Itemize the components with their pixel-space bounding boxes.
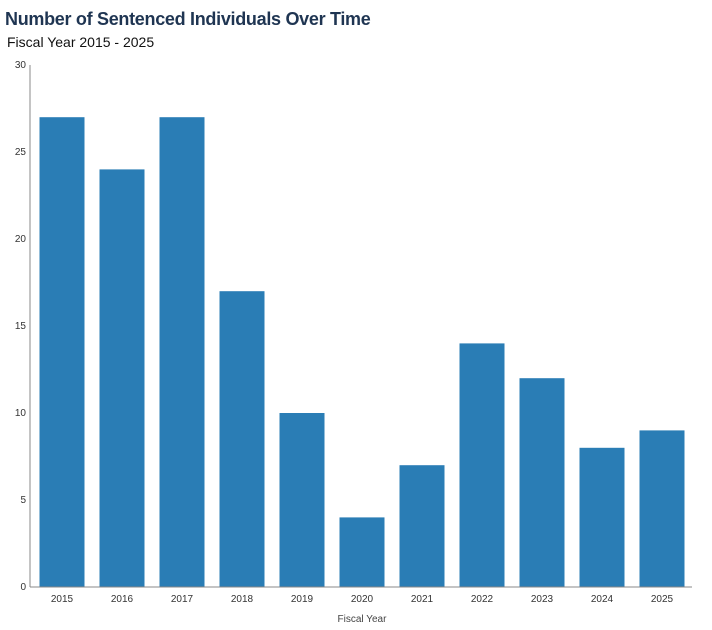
x-tick-label-2020: 2020	[351, 594, 374, 605]
chart-title: Number of Sentenced Individuals Over Tim…	[5, 9, 371, 29]
y-tick-label: 0	[20, 582, 26, 593]
y-tick-label: 30	[15, 60, 27, 71]
y-axis-ticks: 0 5 10 15 20 25 30	[15, 60, 27, 593]
x-tick-label-2016: 2016	[111, 594, 134, 605]
x-tick-label-2023: 2023	[531, 594, 554, 605]
bar-2021[interactable]	[399, 465, 445, 587]
bar-2016[interactable]	[99, 169, 145, 587]
y-tick-label: 25	[15, 147, 27, 158]
bar-2023[interactable]	[519, 378, 565, 587]
x-tick-label-2019: 2019	[291, 594, 314, 605]
y-tick-label: 10	[15, 408, 27, 419]
y-tick-label: 15	[15, 321, 27, 332]
bar-2024[interactable]	[579, 447, 625, 587]
x-tick-label-2017: 2017	[171, 594, 194, 605]
bar-2019[interactable]	[279, 413, 325, 587]
bar-2025[interactable]	[639, 430, 685, 587]
x-tick-label-2018: 2018	[231, 594, 254, 605]
x-axis-title: Fiscal Year	[338, 614, 388, 625]
y-tick-label: 20	[15, 234, 27, 245]
x-tick-label-2015: 2015	[51, 594, 74, 605]
bar-2020[interactable]	[339, 517, 385, 587]
x-tick-label-2022: 2022	[471, 594, 494, 605]
y-tick-label: 5	[20, 495, 26, 506]
x-tick-label-2024: 2024	[591, 594, 614, 605]
bar-2017[interactable]	[159, 117, 205, 587]
bar-2015[interactable]	[39, 117, 85, 587]
chart-subtitle: Fiscal Year 2015 - 2025	[7, 34, 155, 50]
x-tick-label-2021: 2021	[411, 594, 434, 605]
bar-2018[interactable]	[219, 291, 265, 587]
x-axis-ticks: 2015 2016 2017 2018 2019 2020 2021 2022 2023 2024…	[51, 594, 674, 605]
bar-2022[interactable]	[459, 343, 505, 587]
bars	[39, 117, 685, 587]
x-tick-label-2025: 2025	[651, 594, 674, 605]
